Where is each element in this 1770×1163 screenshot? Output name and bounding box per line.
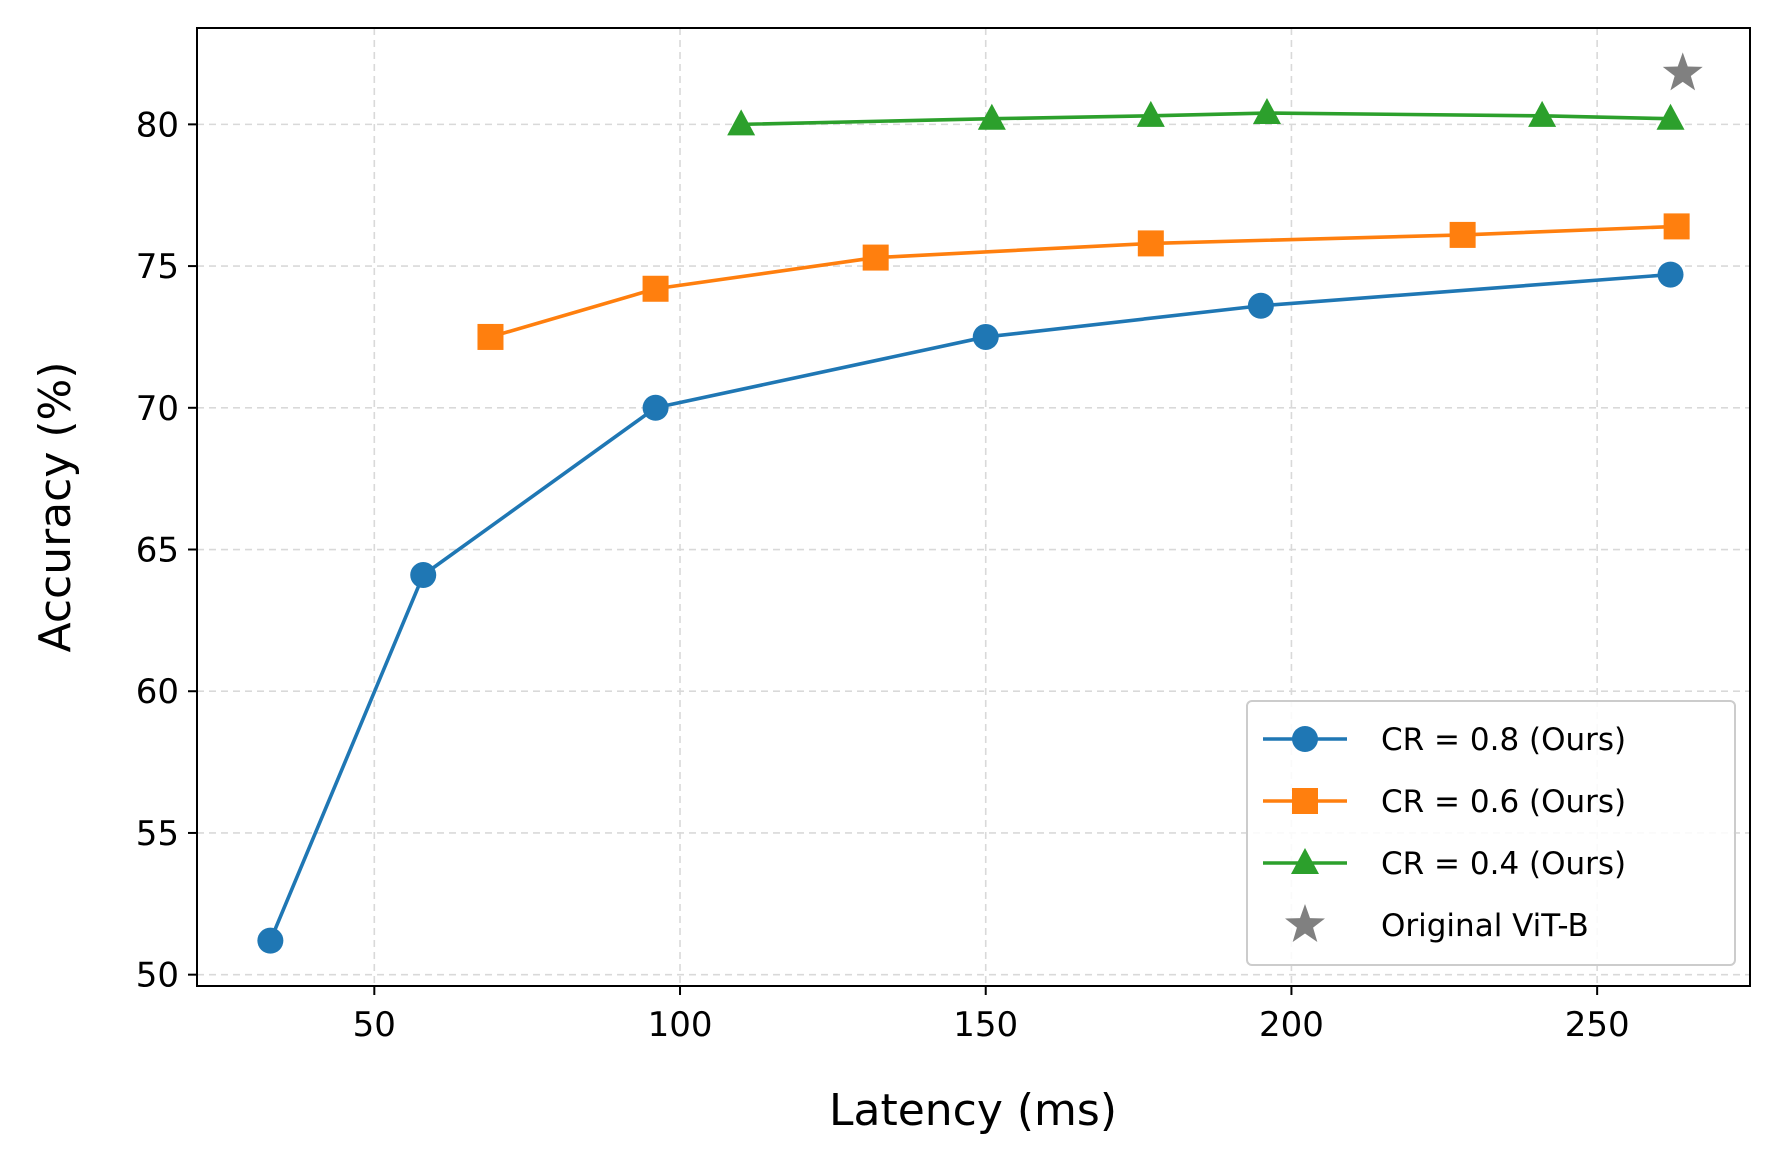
y-tick-label: 50: [136, 956, 179, 996]
y-tick-label: 60: [136, 672, 179, 712]
x-tick-label: 100: [648, 1005, 713, 1045]
x-tick-label: 50: [353, 1005, 396, 1045]
series-line: [741, 111, 1671, 127]
data-point: [727, 109, 756, 136]
x-tick-label: 250: [1565, 1005, 1630, 1045]
legend-entry: CR = 0.8 (Ours): [1263, 722, 1626, 758]
data-point: [972, 323, 999, 350]
legend-label: CR = 0.6 (Ours): [1381, 784, 1626, 820]
data-point: [257, 927, 284, 954]
y-tick-label: 55: [136, 814, 179, 854]
y-tick-label: 75: [136, 247, 179, 287]
legend-box: [1246, 700, 1736, 966]
data-point: [642, 394, 669, 421]
x-axis-title: Latency (ms): [829, 1085, 1117, 1136]
legend-marker: [1292, 788, 1318, 814]
data-point: [1657, 261, 1684, 288]
data-point: [862, 244, 889, 271]
y-tick-label: 70: [136, 389, 179, 429]
data-point: [477, 323, 504, 350]
data-point: [410, 562, 437, 589]
series-2: [477, 213, 1690, 350]
legend-marker: [1285, 904, 1325, 942]
series-3: [727, 98, 1685, 136]
y-tick-label: 80: [136, 105, 179, 145]
data-point: [1252, 98, 1281, 125]
reference-point-marker: [1662, 52, 1703, 91]
legend: CR = 0.8 (Ours) CR = 0.6 (Ours) CR = 0.4 (…: [1246, 700, 1736, 966]
axis-ticks: 50 100 150 200 250 50 55 60 65 70 75 80: [136, 105, 1630, 1045]
x-tick-label: 150: [953, 1005, 1018, 1045]
data-point: [1136, 100, 1165, 127]
legend-entry: CR = 0.4 (Ours): [1263, 846, 1626, 882]
data-point: [1137, 230, 1164, 257]
series-layer: [257, 52, 1703, 954]
x-tick-label: 200: [1259, 1005, 1324, 1045]
reference-point: [1662, 52, 1703, 91]
legend-entry: CR = 0.6 (Ours): [1263, 784, 1626, 820]
legend-label: Original ViT-B: [1381, 908, 1589, 944]
data-point: [1449, 221, 1476, 248]
y-tick-label: 65: [136, 531, 179, 571]
plot-frame: [196, 27, 1751, 987]
legend-label: CR = 0.8 (Ours): [1381, 722, 1626, 758]
legend-marker: [1292, 726, 1318, 752]
y-axis-title: Accuracy (%): [30, 361, 81, 652]
legend-marker: [1291, 848, 1319, 874]
data-point: [1656, 103, 1685, 130]
series-line: [268, 272, 1671, 942]
legend-entry: Original ViT-B: [1285, 904, 1589, 944]
data-point: [977, 103, 1006, 130]
series-line: [489, 224, 1677, 339]
data-point: [1528, 100, 1557, 127]
data-point: [1663, 213, 1690, 240]
data-point: [1247, 292, 1274, 319]
series-1: [257, 261, 1684, 954]
legend-label: CR = 0.4 (Ours): [1381, 846, 1626, 882]
data-point: [642, 275, 669, 302]
